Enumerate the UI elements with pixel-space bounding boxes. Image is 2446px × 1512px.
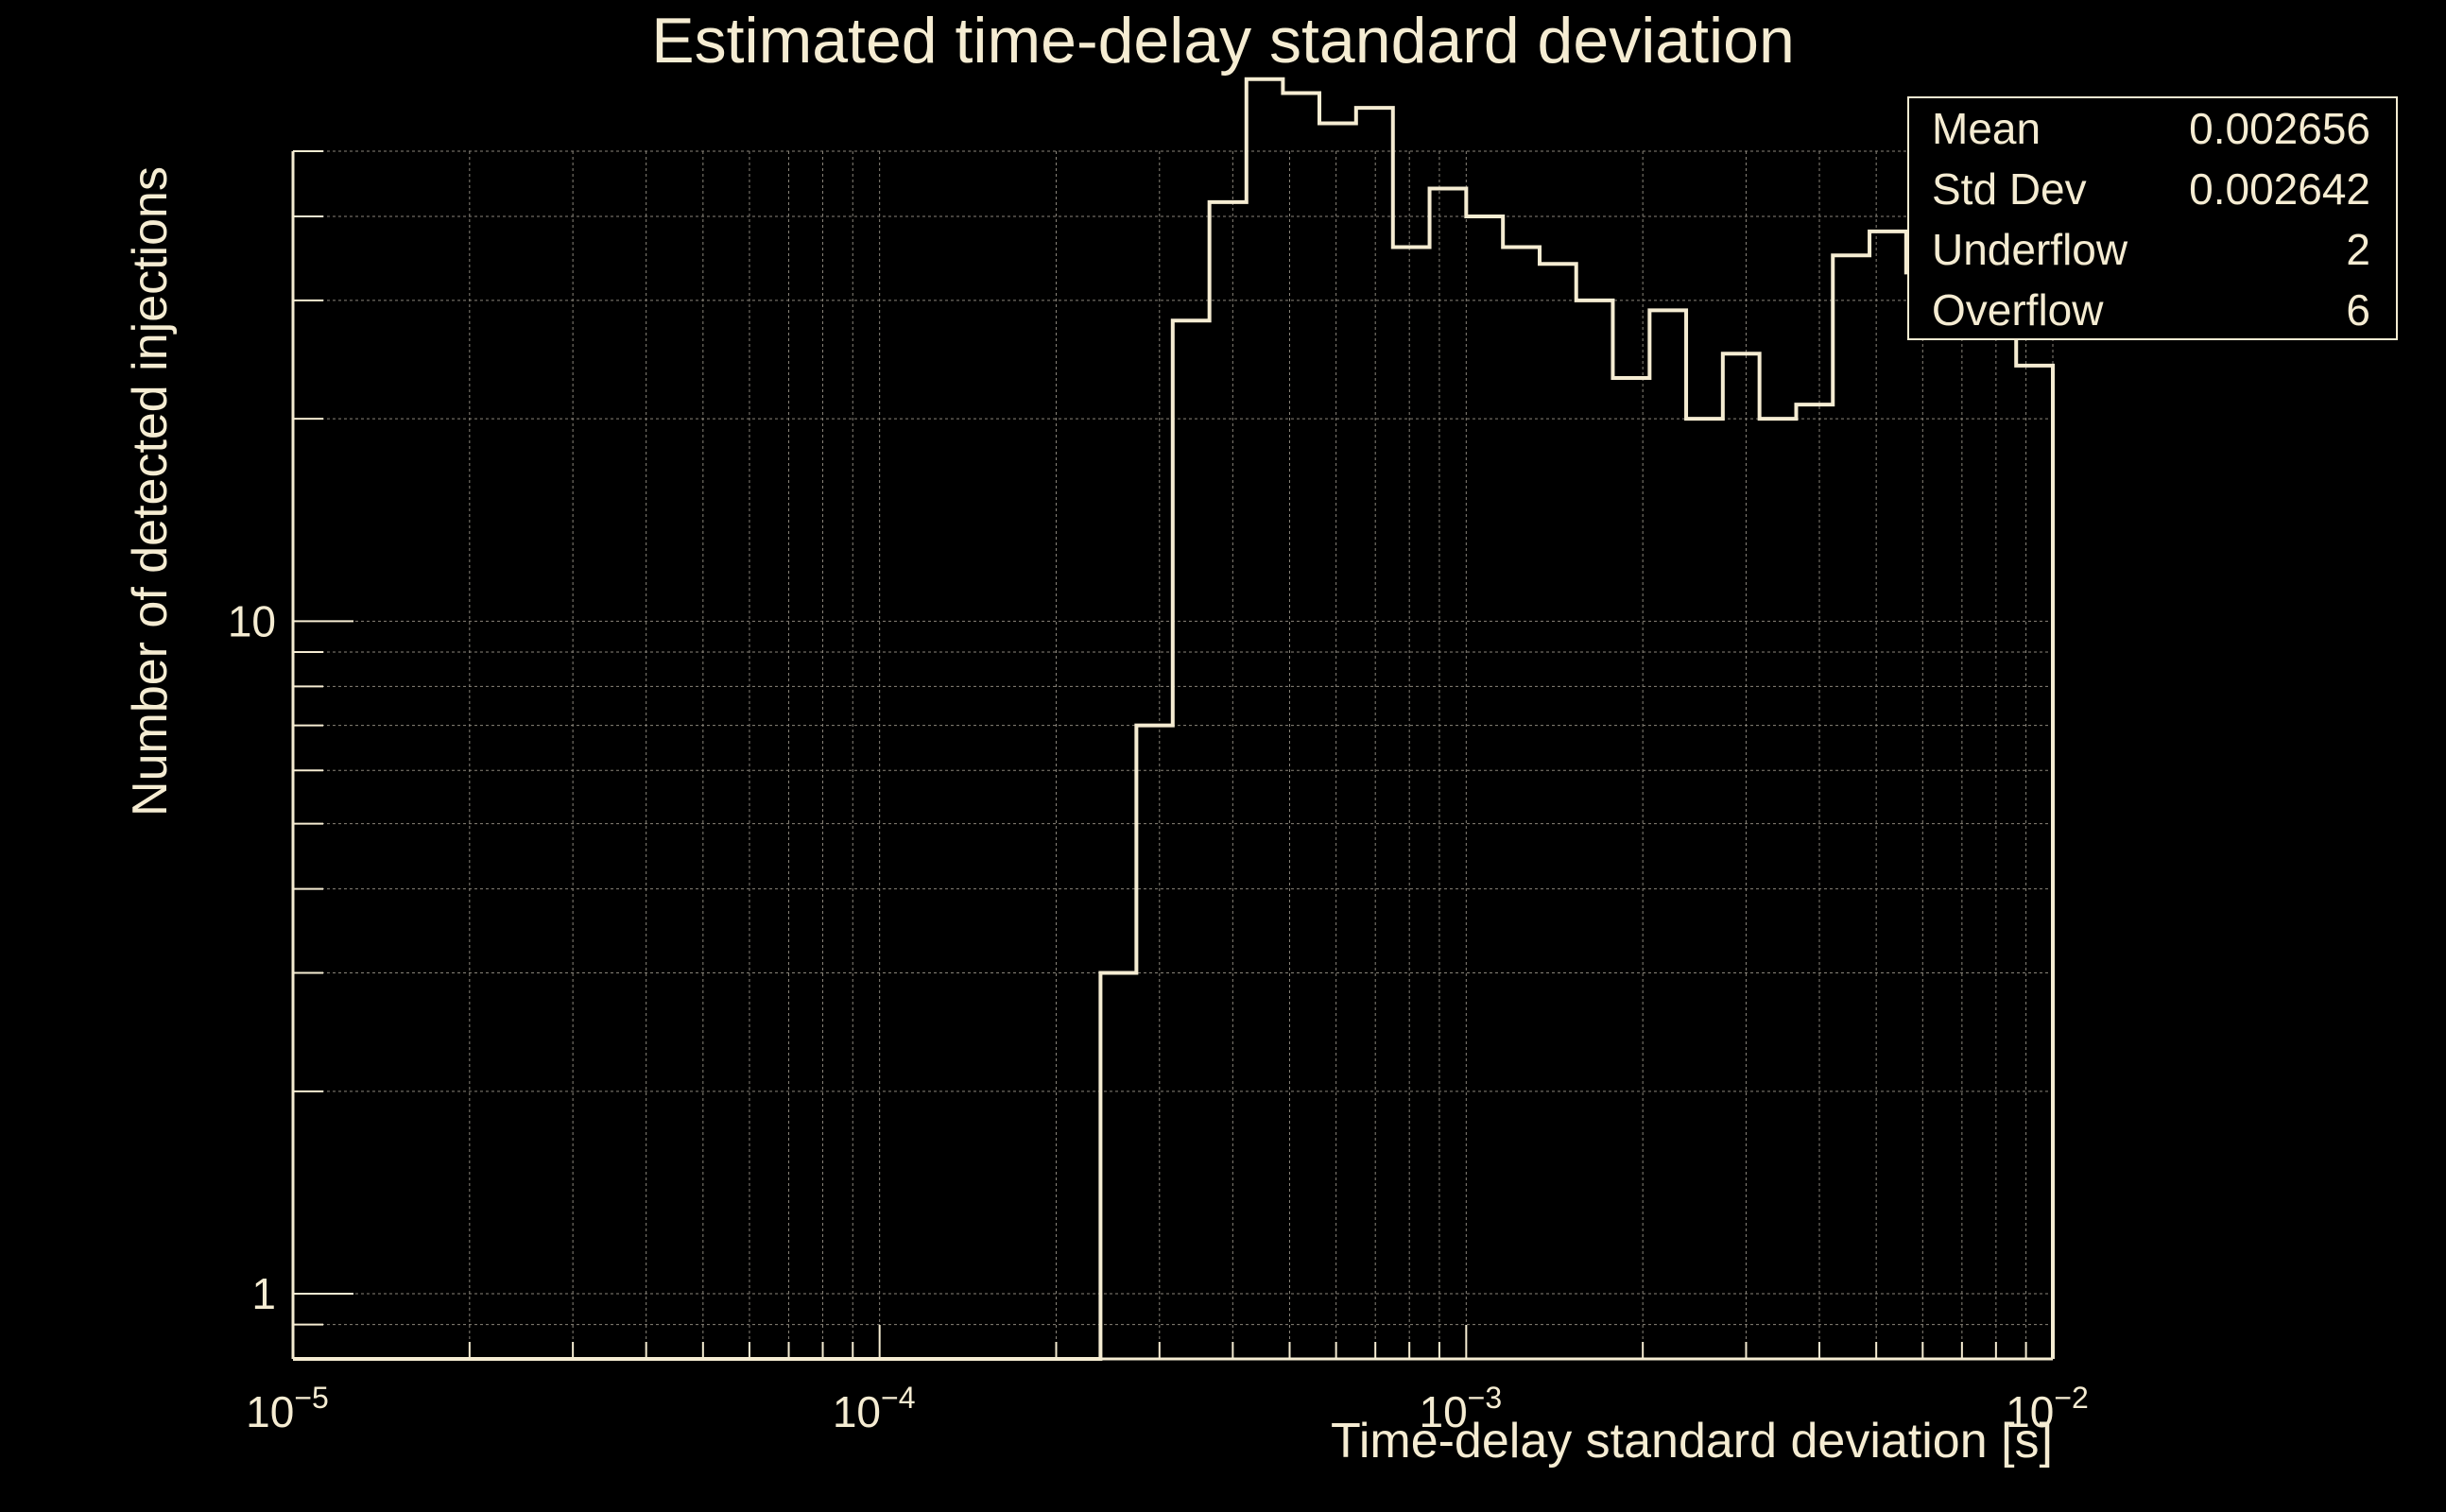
x-tick-labels: 10−5 10−4 10−3 10−2 (246, 1381, 2089, 1436)
y-tick-label: 10 (228, 596, 276, 645)
stats-overflow-label: Overflow (1932, 285, 2104, 335)
x-tick-label: 10−5 (246, 1381, 329, 1436)
axis-ticks (292, 150, 2027, 1360)
x-tick-label: 10−4 (833, 1381, 916, 1436)
stats-box: Mean 0.002656 Std Dev 0.002642 Underflow… (1907, 96, 2398, 340)
chart-title: Estimated time-delay standard deviation (651, 5, 1795, 77)
x-axis-label: Time-delay standard deviation [s] (1331, 1414, 2053, 1469)
stats-mean-value: 0.002656 (2189, 104, 2370, 153)
stats-overflow-value: 6 (2346, 285, 2370, 335)
stats-mean-label: Mean (1932, 104, 2041, 153)
stats-box-frame (1907, 96, 2398, 340)
histogram-series-line (293, 77, 2055, 1361)
stats-stddev-label: Std Dev (1932, 164, 2087, 214)
stats-underflow-value: 2 (2346, 225, 2370, 274)
stats-stddev-value: 0.002642 (2189, 164, 2370, 214)
stats-underflow-label: Underflow (1932, 225, 2128, 274)
y-tick-label: 1 (251, 1269, 276, 1318)
y-axis-label: Number of detected injections (123, 166, 178, 816)
y-tick-labels: 1 10 (228, 596, 276, 1318)
grid-lines (292, 150, 2054, 1360)
x-tick-label: 10−2 (2006, 1381, 2089, 1436)
x-tick-label: 10−3 (1420, 1381, 1503, 1436)
